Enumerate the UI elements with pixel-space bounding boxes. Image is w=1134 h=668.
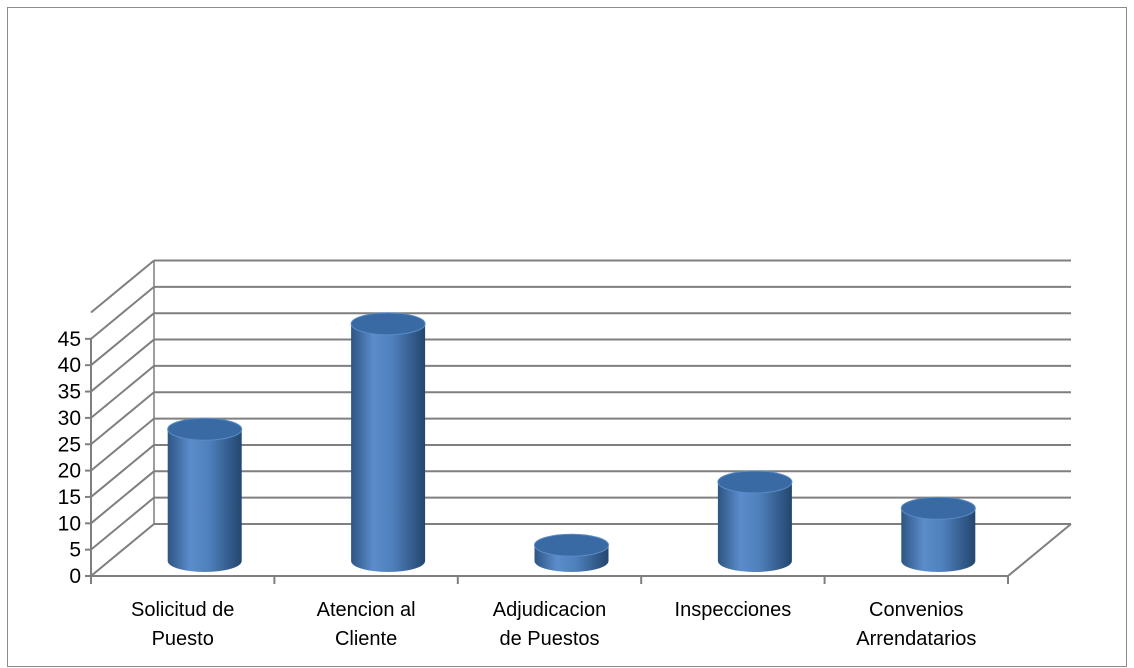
y-tick-label: 25 [58, 433, 81, 456]
bar-body [351, 323, 426, 572]
gridline-side [90, 391, 155, 446]
bar [534, 533, 609, 572]
bar-chart: 0 5 10 15 20 25 30 35 40 45 Solicitud de Puesto Aten… [58, 259, 1072, 650]
bar-top [900, 496, 976, 520]
gridlines [90, 259, 1071, 577]
x-tick-label: Convenios [869, 599, 964, 621]
x-tick-label: Adjudicacion [493, 599, 606, 621]
x-tick-label: Arrendatarios [856, 628, 976, 650]
y-tick-label: 5 [69, 539, 81, 562]
y-tick-label: 20 [58, 460, 81, 483]
y-tick-label: 0 [69, 565, 81, 588]
bar-top [350, 312, 426, 336]
bars [167, 312, 976, 572]
labels: 0 5 10 15 20 25 30 35 40 45 Solicitud de Puesto Aten… [58, 328, 977, 650]
bar [167, 417, 243, 572]
x-tick-label: Puesto [152, 628, 214, 650]
y-tick-label: 35 [58, 381, 81, 404]
y-tick-label: 45 [58, 328, 81, 351]
x-tick-label: de Puestos [499, 628, 599, 650]
gridline-side [90, 365, 155, 419]
axes [85, 260, 1072, 584]
x-tick-label: Inspecciones [675, 599, 792, 621]
y-tick-label: 30 [58, 407, 81, 430]
chart-area: 0 5 10 15 20 25 30 35 40 45 Solicitud de Puesto Aten… [7, 7, 1127, 667]
y-tick-label: 10 [58, 512, 81, 535]
bar-body [901, 508, 976, 572]
gridline-side [90, 444, 155, 498]
bar [717, 470, 793, 572]
bar-top [717, 470, 793, 494]
bar-top [534, 533, 609, 557]
x-tick-label: Atencion al [317, 599, 416, 621]
gridline-side [90, 312, 155, 366]
bar-body [167, 429, 242, 572]
gridline-side [90, 259, 155, 314]
gridline-side [90, 417, 155, 472]
x-tick-label: Solicitud de [131, 599, 234, 621]
bar-top [167, 417, 243, 441]
y-tick-label: 15 [58, 486, 81, 509]
bar [900, 496, 976, 572]
gridline-side [90, 523, 155, 577]
bar-body [717, 481, 792, 572]
x-tick-label: Cliente [335, 628, 397, 650]
gridline-side [90, 470, 155, 525]
gridline-side [90, 496, 155, 551]
gridline-side [90, 286, 155, 340]
bar [350, 312, 426, 572]
gridline-side [90, 338, 155, 393]
y-tick-label: 40 [58, 354, 81, 377]
floor-right-edge [1007, 523, 1072, 577]
